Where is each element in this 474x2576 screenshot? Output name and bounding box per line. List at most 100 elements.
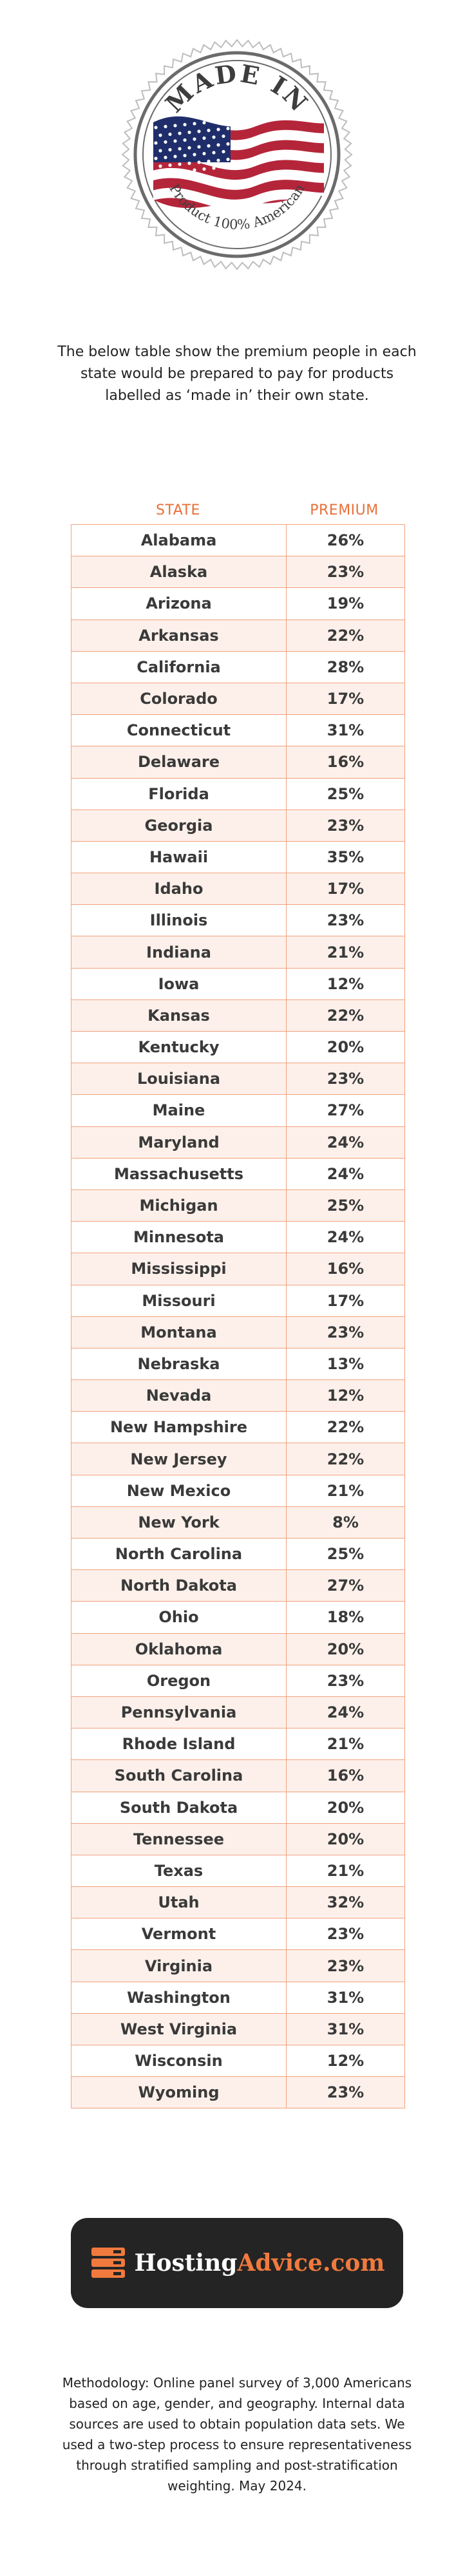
state-cell: South Dakota (71, 1791, 287, 1824)
flag-star (212, 135, 216, 139)
state-cell: New Hampshire (71, 1411, 287, 1444)
header-state: STATE (156, 502, 200, 518)
state-cell: New Mexico (71, 1474, 287, 1507)
state-cell: Minnesota (71, 1221, 287, 1254)
premium-cell: 22% (286, 1443, 405, 1475)
flag-star (216, 143, 220, 147)
premium-cell: 24% (286, 1221, 405, 1254)
state-cell: Indiana (71, 936, 287, 969)
state-cell: North Carolina (71, 1537, 287, 1571)
flag-star (178, 147, 182, 151)
table-row: New Mexico 21% (71, 1474, 405, 1507)
table-row: Oklahoma 20% (71, 1633, 405, 1665)
state-cell: Hawaii (71, 840, 287, 874)
flag-star (154, 141, 158, 145)
hostingadvice-logo: HostingAdvice.com (71, 2218, 403, 2308)
premium-cell: 21% (286, 936, 405, 969)
state-cell: Maine (71, 1094, 287, 1127)
table-row: Virginia 23% (71, 1949, 405, 1982)
state-cell: Arkansas (71, 619, 287, 652)
table-row: Nevada 12% (71, 1379, 405, 1412)
server-stack-icon (91, 2248, 126, 2278)
table-row: New York 8% (71, 1506, 405, 1539)
premium-cell: 17% (286, 682, 405, 715)
table-row: Louisiana 23% (71, 1063, 405, 1095)
flag-star (154, 126, 158, 129)
premium-cell: 17% (286, 1284, 405, 1317)
premium-cell: 18% (286, 1601, 405, 1634)
flag-star (164, 155, 167, 160)
state-cell: Oklahoma (71, 1633, 287, 1665)
state-cell: Florida (71, 777, 287, 810)
flag-star (197, 129, 201, 133)
premium-cell: 22% (286, 1411, 405, 1444)
premium-cell: 23% (286, 556, 405, 589)
flag-star (183, 153, 187, 158)
table-row: Oregon 23% (71, 1664, 405, 1697)
table-row: Alaska 23% (71, 556, 405, 589)
state-cell: Illinois (71, 904, 287, 937)
state-cell: Tennessee (71, 1823, 287, 1855)
table-row: North Carolina 25% (71, 1537, 405, 1571)
table-row: Iowa 12% (71, 967, 405, 1000)
seal-inner-ring (142, 60, 332, 249)
table-row: Washington 31% (71, 1981, 405, 2014)
premium-cell: 16% (286, 1759, 405, 1792)
flag-star (168, 132, 172, 137)
premium-table: STATE PREMIUM Alabama 26% Alaska 23% Arizona… (71, 502, 405, 2109)
table-row: Montana 23% (71, 1316, 405, 1349)
flag-star (183, 169, 187, 173)
table-header: STATE PREMIUM (71, 502, 403, 524)
premium-cell: 20% (286, 1823, 405, 1855)
state-cell: Nebraska (71, 1347, 287, 1381)
premium-cell: 27% (286, 1569, 405, 1602)
flag-star (197, 145, 201, 149)
premium-cell: 23% (286, 1664, 405, 1697)
flag-star (197, 160, 201, 164)
table-row: New Hampshire 22% (71, 1411, 405, 1444)
premium-cell: 26% (286, 524, 405, 557)
premium-cell: 25% (286, 1189, 405, 1222)
flag-star (164, 140, 167, 144)
premium-cell: 32% (286, 1886, 405, 1919)
state-cell: Wyoming (71, 2076, 287, 2109)
table-row: Delaware 16% (71, 746, 405, 779)
flag-star (187, 130, 191, 135)
premium-cell: 23% (286, 1063, 405, 1095)
state-cell: Washington (71, 1981, 287, 2014)
flag-star (202, 120, 206, 125)
premium-cell: 16% (286, 746, 405, 779)
table-row: Idaho 17% (71, 873, 405, 905)
table-row: North Dakota 27% (71, 1569, 405, 1602)
premium-cell: 31% (286, 714, 405, 747)
flag-star (158, 164, 162, 168)
flag-star (173, 124, 177, 128)
state-cell: Louisiana (71, 1063, 287, 1095)
state-cell: Alabama (71, 524, 287, 557)
table-row: Alabama 26% (71, 524, 405, 557)
table-row: Vermont 23% (71, 1918, 405, 1951)
table-row: Rhode Island 21% (71, 1728, 405, 1761)
table-row: Michigan 25% (71, 1189, 405, 1222)
premium-cell: 31% (286, 2012, 405, 2046)
flag-star (226, 142, 230, 146)
table-row: Arkansas 22% (71, 619, 405, 652)
premium-cell: 12% (286, 1379, 405, 1412)
flag-star (207, 159, 211, 164)
state-cell: Colorado (71, 682, 287, 715)
premium-cell: 24% (286, 1157, 405, 1190)
premium-cell: 28% (286, 650, 405, 683)
state-cell: Kentucky (71, 1030, 287, 1064)
table-row: New Jersey 22% (71, 1443, 405, 1475)
logo-name-part2: Advice.com (237, 2249, 385, 2277)
premium-cell: 23% (286, 904, 405, 937)
premium-cell: 25% (286, 1537, 405, 1571)
flag-star (193, 168, 196, 172)
premium-cell: 22% (286, 999, 405, 1032)
table-row: Pennsylvania 24% (71, 1696, 405, 1729)
state-cell: West Virginia (71, 2012, 287, 2046)
premium-cell: 12% (286, 967, 405, 1000)
flag-star (187, 161, 191, 166)
flag-star (226, 157, 230, 162)
flag-star (154, 172, 158, 176)
